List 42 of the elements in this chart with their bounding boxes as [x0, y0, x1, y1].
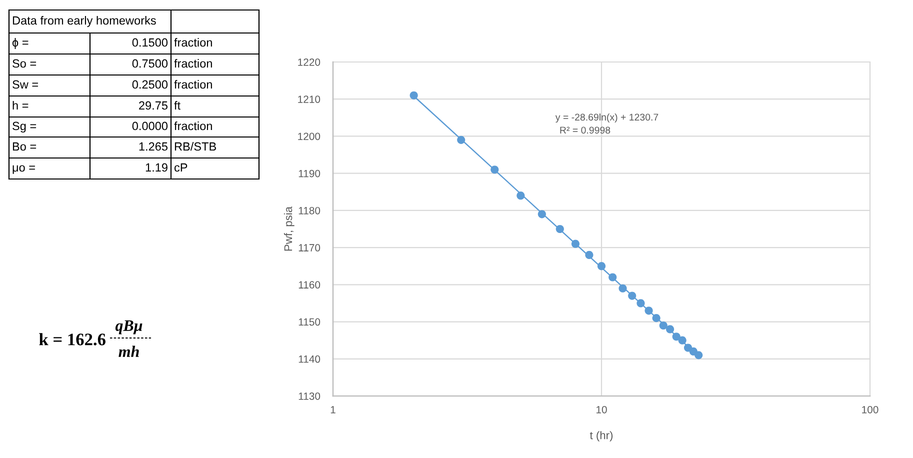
y-tick-label: 1160 [298, 281, 320, 289]
text: Sw = [12, 80, 38, 89]
text: k = 162.6 [39, 333, 106, 346]
text: RB/STB [174, 142, 216, 151]
text: 0.2500 [132, 80, 168, 89]
x-tick-label: 1 [330, 406, 336, 414]
text: qBμ [115, 320, 142, 334]
y-tick-label: 1180 [298, 206, 320, 214]
text: 0.0000 [132, 122, 168, 130]
x-tick-label: 100 [862, 406, 878, 414]
y-tick-label: 1190 [298, 170, 320, 178]
text: 1.19 [146, 163, 168, 172]
text: 29.75 [139, 101, 168, 110]
text: cP [174, 163, 188, 172]
y-tick-label: 1150 [298, 318, 320, 326]
text: 0.1500 [132, 38, 168, 47]
text: Data from early homeworks [12, 16, 156, 27]
text: μo = [12, 165, 35, 174]
y-tick-label: 1140 [298, 355, 320, 363]
text: ϕ = [12, 38, 28, 49]
text: mh [118, 346, 139, 357]
text: Bo = [12, 142, 36, 151]
text: fraction [174, 80, 212, 89]
y-tick-label: 1220 [298, 58, 320, 66]
text: fraction [174, 59, 212, 68]
y-tick-label: 1130 [298, 392, 320, 400]
y-tick-label: 1210 [298, 96, 320, 103]
y-axis-title: Pwf, psia [284, 206, 294, 251]
text: fraction [174, 121, 212, 130]
text: 0.7500 [132, 59, 168, 68]
text: h = [12, 100, 28, 110]
text: fraction [174, 38, 212, 47]
x-axis-title: t (hr) [590, 431, 613, 442]
y-tick-label: 1200 [298, 132, 320, 140]
x-tick-label: 10 [596, 406, 607, 414]
annotation: R² = 0.9998 [560, 126, 610, 134]
annotation: y = -28.69ln(x) + 1230.7 [555, 113, 658, 123]
text: So = [12, 59, 36, 68]
y-tick-label: 1170 [298, 244, 320, 252]
text: ft [174, 101, 180, 110]
text: 1.265 [139, 142, 168, 151]
text: Sg = [12, 122, 36, 132]
